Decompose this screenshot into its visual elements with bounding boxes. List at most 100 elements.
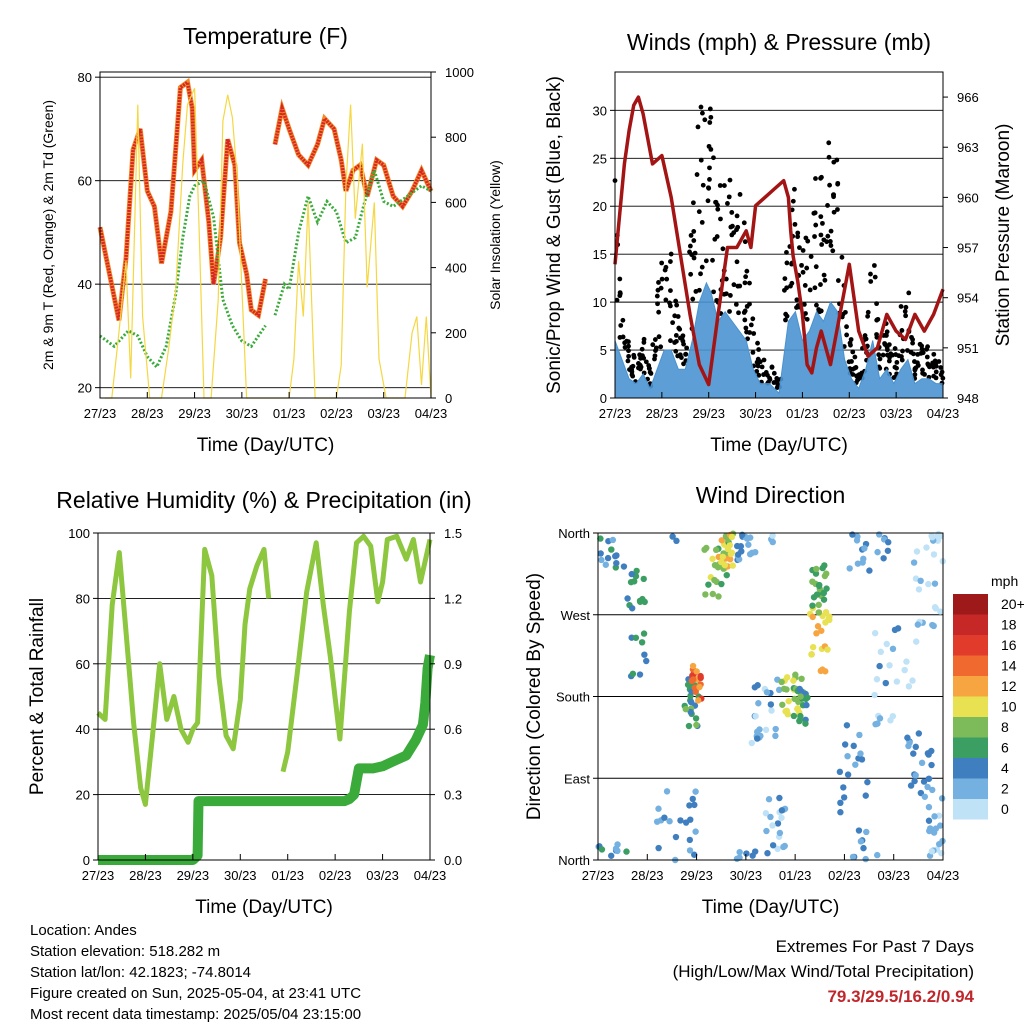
station-location: Location: Andes [30, 922, 137, 939]
winds-x-tick-label: 02/23 [833, 406, 866, 421]
winds-gust-point [696, 209, 702, 215]
direction-point [613, 559, 620, 567]
winds-gust-point [905, 348, 910, 353]
direction-legend-swatch [953, 778, 988, 799]
winds-series-sonic-wind [614, 281, 944, 399]
direction-point [727, 550, 735, 558]
direction-point [813, 630, 820, 637]
winds-gust-point [817, 309, 822, 315]
winds-gust-point [743, 325, 749, 331]
winds-gust-point [880, 352, 886, 358]
winds-gust-point [743, 274, 749, 280]
direction-point [754, 735, 761, 742]
winds-gust-point [868, 271, 873, 277]
winds-gust-point [646, 365, 652, 371]
winds-gust-point [674, 302, 680, 308]
winds-x-tick-label: 01/23 [786, 406, 819, 421]
direction-legend-label: 18 [1001, 617, 1017, 633]
direction-legend-label: 20+ [1001, 596, 1024, 612]
direction-point [932, 825, 940, 832]
temperature-y-tick-label: 40 [78, 277, 92, 292]
winds-gust-point [850, 372, 856, 377]
winds-gust-point [891, 375, 897, 380]
humidity-y-tick-label: 40 [76, 722, 90, 737]
direction-point [837, 799, 844, 807]
winds-gust-point [818, 232, 824, 238]
winds-gust-point [844, 332, 850, 338]
winds-gust-point [822, 277, 828, 283]
winds-gust-point [751, 331, 757, 336]
direction-point [929, 786, 936, 794]
winds-gust-point [672, 313, 678, 319]
direction-point [705, 581, 712, 588]
winds-gust-point [830, 192, 836, 198]
winds-gust-point [731, 282, 737, 288]
winds-y-tick-label: 15 [593, 247, 607, 262]
temperature-x-tick-label: 02/23 [320, 406, 353, 421]
winds-gust-point [726, 194, 732, 200]
winds-y2-tick-label: 957 [957, 241, 979, 256]
direction-point [846, 565, 853, 572]
winds-gust-point [886, 358, 892, 364]
winds-title: Winds (mph) & Pressure (mb) [627, 29, 931, 55]
winds-gust-point [930, 360, 935, 366]
winds-gust-point [782, 287, 787, 293]
direction-point [912, 743, 919, 751]
winds-gust-point [843, 309, 848, 315]
direction-point [808, 651, 815, 658]
direction-point [655, 805, 662, 812]
direction-point [798, 675, 805, 683]
direction-legend-swatch [953, 676, 988, 697]
direction-point [925, 580, 932, 588]
direction-point [925, 803, 933, 811]
winds-gust-point [727, 293, 733, 298]
direction-point [820, 596, 828, 603]
winds-gust-point [727, 177, 733, 183]
winds-gust-point [650, 342, 656, 348]
direction-point [809, 643, 817, 651]
winds-gust-point [920, 367, 925, 373]
winds-y-tick-label: 20 [593, 199, 607, 214]
winds-gust-point [631, 352, 637, 358]
direction-point [623, 848, 630, 855]
winds-gust-point [622, 340, 628, 346]
winds-gust-point [744, 329, 749, 335]
direction-point [928, 848, 935, 855]
winds-gust-point [652, 337, 658, 342]
winds-gust-point [710, 257, 715, 263]
direction-point [937, 608, 944, 615]
direction-point [696, 683, 703, 691]
winds-gust-point [839, 254, 845, 260]
winds-y2-tick-label: 960 [957, 190, 979, 205]
direction-point [909, 677, 916, 684]
winds-x-tick-label: 03/23 [880, 406, 913, 421]
winds-y-tick-label: 10 [593, 295, 607, 310]
direction-point [820, 589, 828, 597]
direction-point [926, 827, 933, 835]
direction-point [743, 850, 750, 857]
winds-gust-point [698, 104, 704, 110]
direction-point [850, 742, 857, 750]
direction-point [889, 645, 897, 653]
direction-point [724, 545, 732, 553]
direction-point [791, 695, 798, 703]
direction-point [692, 715, 700, 722]
winds-y-tick-label: 30 [593, 103, 607, 118]
winds-gust-point [771, 370, 777, 376]
winds-gust-point [790, 198, 796, 204]
direction-point [910, 750, 917, 757]
direction-point [768, 707, 775, 714]
direction-point [780, 685, 788, 692]
direction-point [682, 819, 690, 826]
direction-point [885, 539, 892, 546]
winds-gust-point [804, 265, 810, 271]
winds-gust-point [748, 322, 754, 328]
direction-point [636, 597, 644, 605]
winds-gust-point [663, 264, 669, 270]
winds-gust-point [903, 304, 909, 310]
direction-point [701, 546, 708, 553]
winds-y2-tick-label: 966 [957, 90, 979, 105]
direction-point [821, 562, 828, 569]
direction-point [597, 535, 604, 542]
data-timestamp: Most recent data timestamp: 2025/05/04 2… [30, 1006, 362, 1023]
